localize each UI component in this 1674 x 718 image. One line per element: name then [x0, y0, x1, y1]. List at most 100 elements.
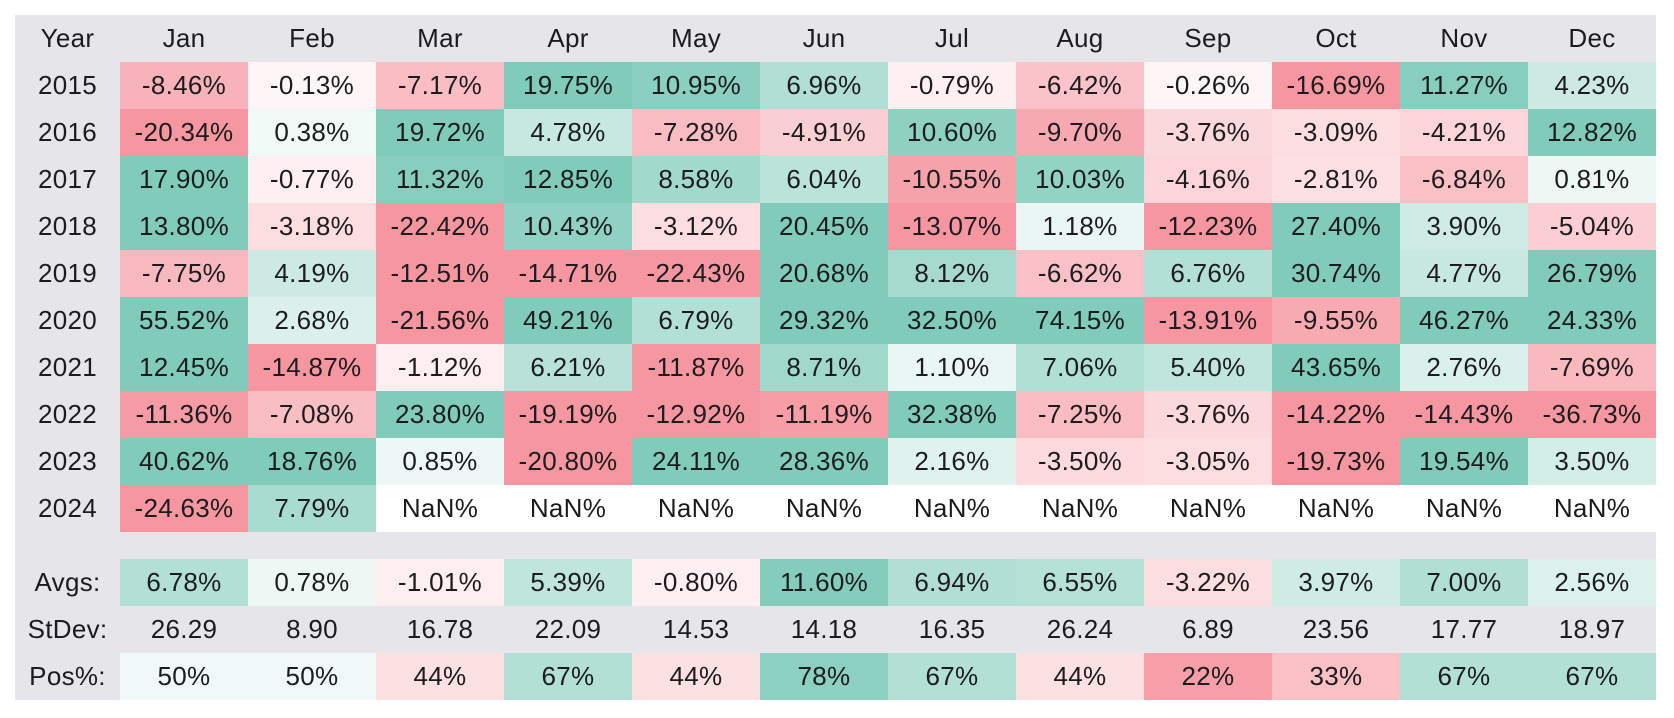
cell: 16.35 — [918, 614, 986, 644]
cell: -9.70% — [1016, 109, 1144, 156]
year-row: 2024 -24.63% 7.79% NaN% NaN% NaN% NaN% NaN% NaN%… — [15, 485, 1656, 532]
cell: 67% — [1400, 653, 1528, 700]
cell: 19.75% — [504, 62, 632, 109]
cell: Feb — [289, 23, 335, 53]
cell: -6.84% — [1400, 156, 1528, 203]
cell: 50% — [120, 653, 248, 700]
cell: NaN% — [1016, 485, 1144, 532]
row-label: 2018 — [37, 211, 98, 241]
year-row: 2020 55.52% 2.68% -21.56% 49.21% 6.79% 29.32% 3… — [15, 297, 1656, 344]
cell: 8.58% — [632, 156, 760, 203]
cell: 3.90% — [1400, 203, 1528, 250]
cell: Dec — [1568, 23, 1616, 53]
cell: 5.39% — [504, 559, 632, 606]
cell: -36.73% — [1528, 391, 1656, 438]
cell: -19.73% — [1272, 438, 1400, 485]
cell: NaN% — [376, 485, 504, 532]
row-label: StDev: — [27, 614, 108, 644]
cell: 33% — [1272, 653, 1400, 700]
cell: NaN% — [888, 485, 1016, 532]
cell: 6.89 — [1182, 614, 1234, 644]
cell: Aug — [1056, 23, 1104, 53]
summary-row: StDev: 26.29 8.90 16.78 22.09 14.53 14.18 16.35… — [15, 606, 1656, 653]
cell: 3.50% — [1528, 438, 1656, 485]
cell: 7.06% — [1016, 344, 1144, 391]
cell: 12.45% — [120, 344, 248, 391]
cell: -7.28% — [632, 109, 760, 156]
cell: -7.75% — [120, 250, 248, 297]
row-label: 2015 — [37, 70, 98, 100]
year-row: 2017 17.90% -0.77% 11.32% 12.85% 8.58% 6.04% -1… — [15, 156, 1656, 203]
cell: 20.68% — [760, 250, 888, 297]
cell: 26.29 — [150, 614, 218, 644]
cell: -14.22% — [1272, 391, 1400, 438]
cell: 6.78% — [120, 559, 248, 606]
cell: -14.71% — [504, 250, 632, 297]
summary-row: Pos%: 50% 50% 44% 67% 44% 78% 67% 44% 22% 33% 67% 67… — [15, 653, 1656, 700]
cell: 8.12% — [888, 250, 1016, 297]
cell: -7.08% — [248, 391, 376, 438]
cell: -16.69% — [1272, 62, 1400, 109]
cell: 0.81% — [1528, 156, 1656, 203]
cell: Jun — [802, 23, 846, 53]
cell: NaN% — [1528, 485, 1656, 532]
cell: -0.79% — [888, 62, 1016, 109]
cell: 23.56 — [1302, 614, 1370, 644]
row-label: 2023 — [37, 446, 98, 476]
cell: 44% — [376, 653, 504, 700]
row-label: 2024 — [37, 493, 98, 523]
cell: 78% — [760, 653, 888, 700]
cell: Jan — [162, 23, 206, 53]
cell: 4.19% — [248, 250, 376, 297]
summary-row: Avgs: 6.78% 0.78% -1.01% 5.39% -0.80% 11.60% 6.… — [15, 559, 1656, 606]
cell: -7.25% — [1016, 391, 1144, 438]
cell: -12.23% — [1144, 203, 1272, 250]
cell: -0.80% — [632, 559, 760, 606]
cell: 6.94% — [888, 559, 1016, 606]
cell: NaN% — [1272, 485, 1400, 532]
cell: 10.03% — [1016, 156, 1144, 203]
cell: -5.04% — [1528, 203, 1656, 250]
cell: 19.54% — [1400, 438, 1528, 485]
cell: 14.18 — [790, 614, 858, 644]
cell: Sep — [1184, 23, 1232, 53]
cell: -19.19% — [504, 391, 632, 438]
cell: 7.79% — [248, 485, 376, 532]
cell: -11.87% — [632, 344, 760, 391]
cell: -10.55% — [888, 156, 1016, 203]
cell: 74.15% — [1016, 297, 1144, 344]
cell: 4.78% — [504, 109, 632, 156]
cell: 18.97 — [1558, 614, 1626, 644]
cell: -14.43% — [1400, 391, 1528, 438]
cell: 12.85% — [504, 156, 632, 203]
cell: 2.76% — [1400, 344, 1528, 391]
cell: 29.32% — [760, 297, 888, 344]
cell: -13.91% — [1144, 297, 1272, 344]
cell: Oct — [1315, 23, 1357, 53]
cell: NaN% — [1400, 485, 1528, 532]
cell: -0.13% — [248, 62, 376, 109]
cell: -3.76% — [1144, 109, 1272, 156]
cell: 26.79% — [1528, 250, 1656, 297]
cell: 10.60% — [888, 109, 1016, 156]
row-label: 2019 — [37, 258, 98, 288]
cell: 2.16% — [888, 438, 1016, 485]
cell: 3.97% — [1272, 559, 1400, 606]
cell: 10.43% — [504, 203, 632, 250]
cell: 1.10% — [888, 344, 1016, 391]
cell: 8.71% — [760, 344, 888, 391]
cell: -22.43% — [632, 250, 760, 297]
cell: -7.69% — [1528, 344, 1656, 391]
cell: 49.21% — [504, 297, 632, 344]
cell: 2.68% — [248, 297, 376, 344]
cell: -1.12% — [376, 344, 504, 391]
year-row: 2021 12.45% -14.87% -1.12% 6.21% -11.87% 8.71%… — [15, 344, 1656, 391]
cell: 11.27% — [1400, 62, 1528, 109]
cell: 55.52% — [120, 297, 248, 344]
cell: 11.60% — [760, 559, 888, 606]
cell: 6.79% — [632, 297, 760, 344]
cell: 67% — [888, 653, 1016, 700]
cell: 32.50% — [888, 297, 1016, 344]
cell: -20.34% — [120, 109, 248, 156]
row-label: Pos%: — [29, 661, 106, 691]
